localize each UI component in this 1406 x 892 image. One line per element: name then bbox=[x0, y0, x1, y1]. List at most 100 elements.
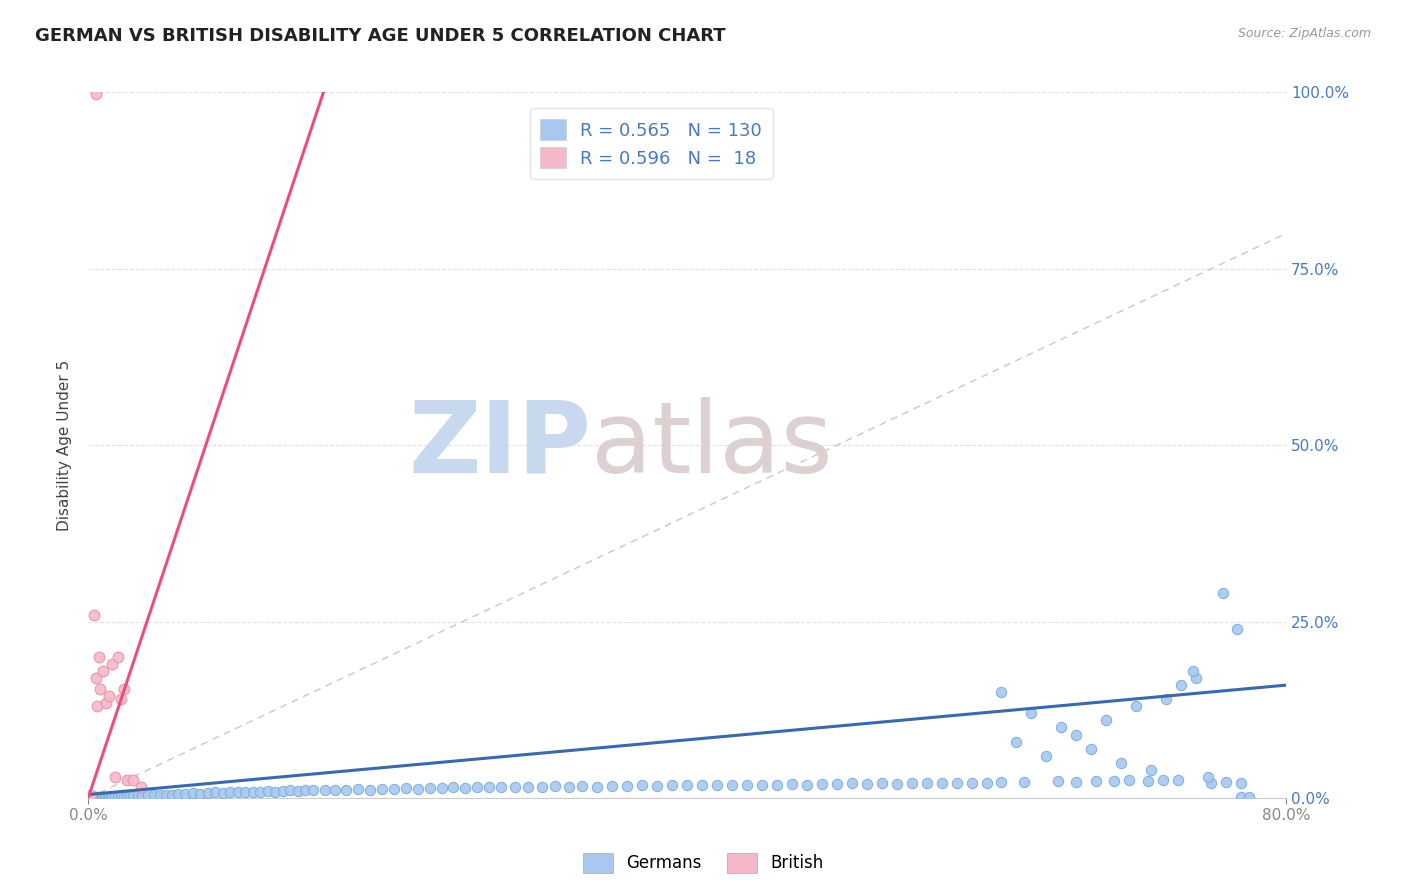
Point bbox=[530, 780, 553, 794]
Point bbox=[197, 786, 219, 800]
Point bbox=[359, 782, 381, 797]
Point bbox=[467, 780, 489, 795]
Point bbox=[1140, 763, 1163, 777]
Point bbox=[886, 777, 908, 791]
Point bbox=[86, 699, 108, 714]
Point bbox=[1137, 774, 1160, 789]
Point bbox=[1005, 734, 1028, 748]
Point bbox=[84, 671, 107, 685]
Point bbox=[1152, 773, 1174, 788]
Point bbox=[107, 649, 129, 664]
Point bbox=[1170, 678, 1192, 692]
Point bbox=[661, 778, 683, 792]
Point bbox=[93, 789, 115, 804]
Point bbox=[430, 781, 453, 796]
Point bbox=[1225, 622, 1247, 636]
Point bbox=[544, 779, 567, 793]
Point bbox=[406, 781, 429, 796]
Point bbox=[1047, 774, 1070, 789]
Point bbox=[558, 780, 581, 794]
Point bbox=[91, 790, 114, 805]
Point bbox=[631, 778, 654, 792]
Point bbox=[1080, 741, 1102, 756]
Legend: R = 0.565   N = 130, R = 0.596   N =  18: R = 0.565 N = 130, R = 0.596 N = 18 bbox=[530, 109, 773, 179]
Point bbox=[1084, 774, 1107, 789]
Point bbox=[97, 789, 120, 804]
Point bbox=[491, 780, 513, 794]
Point bbox=[370, 781, 392, 796]
Point bbox=[690, 778, 713, 792]
Point bbox=[83, 607, 105, 622]
Point bbox=[960, 775, 983, 789]
Point bbox=[83, 790, 105, 805]
Point bbox=[122, 789, 145, 803]
Point bbox=[149, 789, 172, 803]
Point bbox=[931, 775, 953, 789]
Point bbox=[94, 790, 117, 805]
Point bbox=[1095, 714, 1118, 728]
Point bbox=[271, 784, 294, 798]
Point bbox=[80, 790, 103, 805]
Point bbox=[1021, 706, 1043, 721]
Point bbox=[721, 778, 744, 792]
Point bbox=[323, 782, 346, 797]
Point bbox=[346, 781, 368, 796]
Point bbox=[115, 773, 138, 788]
Point bbox=[131, 789, 153, 803]
Point bbox=[780, 777, 803, 791]
Text: Source: ZipAtlas.com: Source: ZipAtlas.com bbox=[1237, 27, 1371, 40]
Point bbox=[112, 681, 135, 696]
Point bbox=[104, 770, 127, 784]
Point bbox=[990, 774, 1012, 789]
Point bbox=[1185, 671, 1208, 685]
Point bbox=[136, 789, 159, 803]
Point bbox=[1050, 721, 1073, 735]
Point bbox=[112, 789, 135, 804]
Point bbox=[825, 777, 848, 791]
Point bbox=[976, 775, 998, 789]
Point bbox=[735, 778, 758, 792]
Point bbox=[80, 788, 103, 802]
Point bbox=[478, 780, 501, 795]
Legend: Germans, British: Germans, British bbox=[576, 847, 830, 880]
Point bbox=[143, 788, 166, 802]
Point bbox=[1230, 775, 1253, 789]
Point bbox=[796, 778, 818, 792]
Point bbox=[915, 776, 938, 790]
Point bbox=[870, 776, 893, 790]
Point bbox=[104, 789, 127, 804]
Point bbox=[571, 779, 593, 793]
Point bbox=[1167, 773, 1189, 788]
Point bbox=[706, 778, 728, 792]
Point bbox=[107, 789, 129, 804]
Point bbox=[382, 781, 405, 796]
Point bbox=[249, 785, 271, 799]
Text: GERMAN VS BRITISH DISABILITY AGE UNDER 5 CORRELATION CHART: GERMAN VS BRITISH DISABILITY AGE UNDER 5… bbox=[35, 27, 725, 45]
Point bbox=[122, 773, 145, 788]
Text: ZIP: ZIP bbox=[408, 397, 592, 493]
Point bbox=[190, 787, 212, 801]
Point bbox=[100, 789, 122, 804]
Point bbox=[86, 790, 108, 805]
Point bbox=[1197, 770, 1219, 784]
Text: atlas: atlas bbox=[592, 397, 832, 493]
Point bbox=[811, 777, 834, 791]
Point bbox=[1035, 748, 1057, 763]
Point bbox=[115, 789, 138, 804]
Point bbox=[1118, 773, 1140, 788]
Point bbox=[841, 776, 863, 790]
Point bbox=[1199, 775, 1222, 789]
Point bbox=[586, 780, 609, 794]
Point bbox=[167, 787, 190, 801]
Point bbox=[278, 783, 301, 797]
Point bbox=[1154, 692, 1177, 706]
Point bbox=[1125, 699, 1147, 714]
Point bbox=[129, 780, 152, 795]
Point bbox=[454, 781, 477, 796]
Point bbox=[294, 783, 316, 797]
Point bbox=[235, 785, 257, 799]
Point bbox=[204, 785, 226, 799]
Point bbox=[226, 785, 249, 799]
Point bbox=[89, 681, 111, 696]
Point bbox=[1230, 789, 1253, 804]
